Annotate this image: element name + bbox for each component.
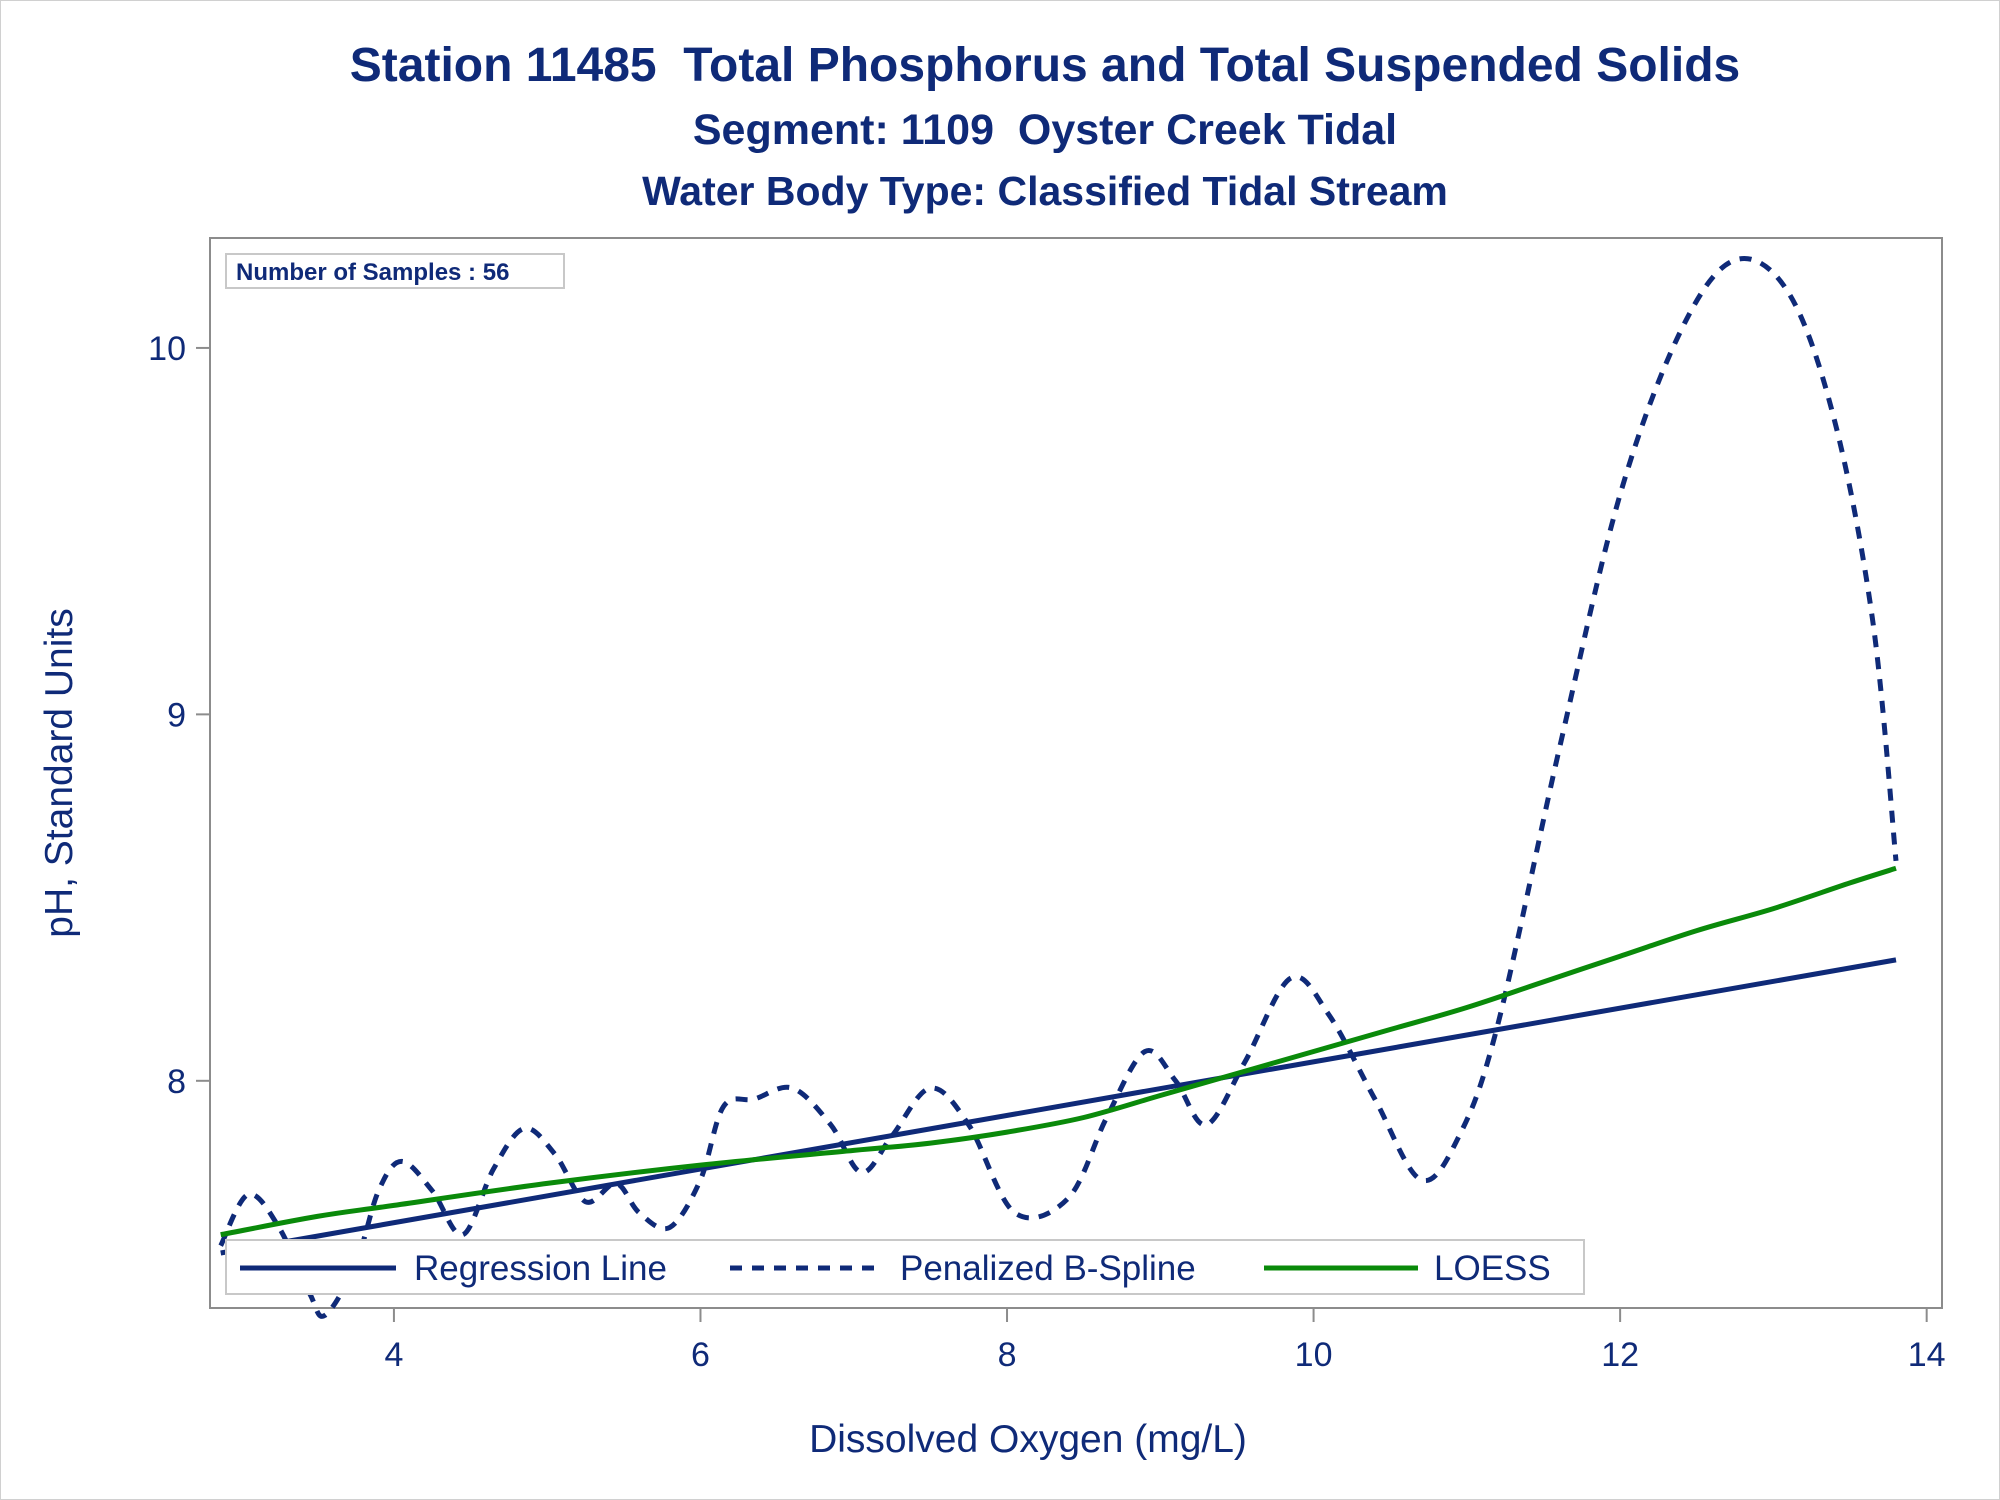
x-tick-label: 14: [1908, 1336, 1946, 1374]
series-line-regression-line: [220, 957, 1897, 1256]
x-tick-label: 10: [1295, 1336, 1333, 1374]
plot-area-border: [209, 237, 1943, 1309]
legend-label: Regression Line: [414, 1249, 667, 1288]
y-axis-label: pH, Standard Units: [38, 608, 81, 938]
legend: Regression Line Penalized B-Spline LOESS: [225, 1239, 1585, 1295]
legend-label: Penalized B-Spline: [900, 1249, 1196, 1288]
x-tick-label: 6: [691, 1336, 710, 1374]
legend-label: LOESS: [1434, 1249, 1551, 1288]
x-axis-label: Dissolved Oxygen (mg/L): [809, 1418, 1247, 1461]
chart-subtitle-2: Water Body Type: Classified Tidal Stream: [642, 168, 1448, 214]
y-tick-label: 9: [167, 696, 186, 734]
sample-count-text: Number of Samples : 56: [236, 259, 509, 286]
series-lines: [218, 256, 1899, 1319]
axis-ticks: 4 6 8 10 12 14 8 9 10: [148, 330, 1945, 1374]
chart-title: Station 11485 Total Phosphorus and Total…: [349, 39, 1741, 92]
sample-count-border: [225, 253, 565, 289]
x-tick-label: 12: [1601, 1336, 1639, 1374]
sample-count-box: Number of Samples : 56: [225, 253, 565, 289]
series-line-penalized-b-spline: [218, 256, 1899, 1319]
y-tick-label: 10: [148, 330, 186, 368]
x-tick-label: 8: [998, 1336, 1017, 1374]
chart-subtitle: Segment: 1109 Oyster Creek Tidal: [692, 106, 1398, 154]
series-line-loess: [220, 865, 1897, 1238]
y-tick-label: 8: [167, 1063, 186, 1101]
x-tick-label: 4: [384, 1336, 403, 1374]
